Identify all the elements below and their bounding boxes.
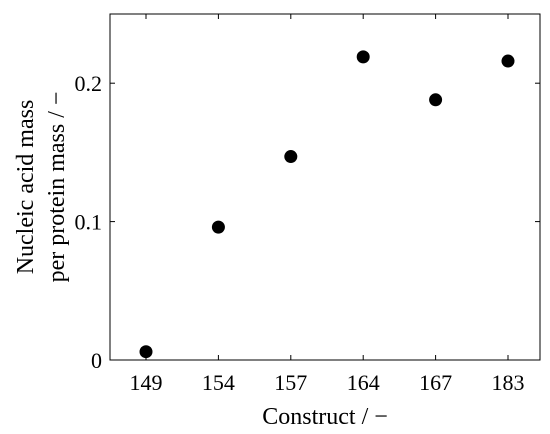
x-tick-label: 157 <box>274 370 307 395</box>
y-axis: 0 0.1 0.2 <box>75 71 540 373</box>
y-tick-label: 0 <box>91 348 102 373</box>
data-point <box>139 345 153 359</box>
x-tick-label: 154 <box>202 370 235 395</box>
x-tick-label: 149 <box>130 370 163 395</box>
x-tick-label: 167 <box>419 370 452 395</box>
data-point <box>501 54 515 68</box>
data-point <box>356 50 370 64</box>
y-axis-label-line-1: Nucleic acid mass <box>13 100 39 275</box>
y-tick-label: 0.1 <box>75 210 103 235</box>
data-point <box>211 220 225 234</box>
data-point <box>429 93 443 107</box>
y-axis-label-line-2: per protein mass / − <box>44 92 70 283</box>
plot-area-frame <box>109 13 541 361</box>
x-tick-label: 164 <box>347 370 380 395</box>
x-axis-label: Construct / − <box>262 404 388 430</box>
y-tick-label: 0.2 <box>75 71 103 96</box>
data-point <box>284 150 298 164</box>
data-points <box>139 50 515 359</box>
x-axis: 149 154 157 164 167 183 <box>130 14 525 395</box>
x-tick-label: 183 <box>492 370 525 395</box>
